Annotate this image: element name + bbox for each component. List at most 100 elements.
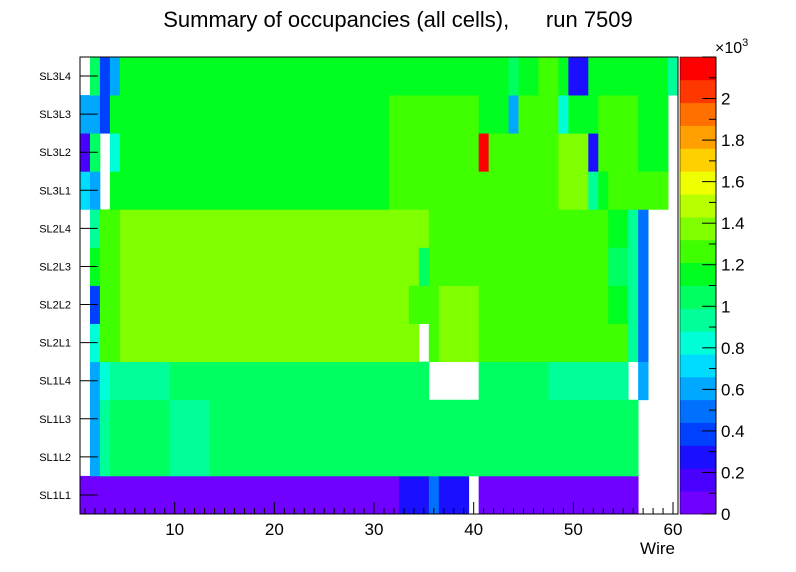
y-tick-label-SL3L3: SL3L3 (39, 109, 71, 121)
plot-border (79, 56, 679, 515)
cell-SL3L4-60-60 (668, 57, 679, 96)
y-tick-label-SL2L3: SL2L3 (39, 261, 71, 273)
z-tick-label-0: 0 (721, 505, 730, 524)
cell-SL2L1-17-24 (239, 323, 320, 363)
palette-band-14 (680, 171, 716, 195)
cell-SL1L2-14-30 (209, 437, 380, 477)
cell-SL2L2-54-55 (608, 285, 629, 324)
cell-SL2L1-54-55 (608, 323, 629, 363)
cell-SL3L2-53-56 (598, 133, 639, 172)
plot-frame (79, 56, 679, 515)
cell-SL3L4-3-3 (99, 57, 111, 96)
palette-band-11 (680, 239, 716, 264)
cell-SL2L3-18-26 (249, 247, 340, 286)
palette-band-3 (680, 422, 716, 446)
cell-SL1L3-10-13 (169, 399, 210, 439)
cell-SL2L2-56-56 (628, 285, 639, 324)
x-tick-label-50: 50 (564, 520, 583, 539)
cell-SL1L4-10-16 (169, 361, 240, 401)
cell-SL2L4-3-4 (99, 209, 121, 248)
palette-band-17 (680, 102, 716, 126)
y-tick-label-SL3L4: SL3L4 (39, 71, 71, 83)
palette-band-18 (680, 79, 716, 104)
cell-SL1L3-31-40 (379, 399, 480, 439)
z-tick-label-1400: 1.4 (721, 214, 745, 233)
cell-SL3L4-45-46 (518, 57, 539, 96)
z-tick-label-400: 0.4 (721, 422, 745, 441)
y-tick-label-SL2L4: SL2L4 (39, 223, 71, 235)
cell-SL3L3-21-31 (279, 95, 390, 134)
palette-band-5 (680, 376, 716, 401)
x-tick-label-60: 60 (664, 520, 683, 539)
cell-SL3L4-47-48 (538, 57, 559, 96)
cell-SL2L2-13-17 (199, 285, 250, 324)
color-palette (679, 56, 717, 515)
cell-SL2L3-35-35 (418, 247, 430, 286)
cell-SL3L1-54-56 (608, 171, 639, 210)
cell-SL2L4-57-57 (638, 209, 649, 248)
cell-SL3L4-11-20 (179, 57, 280, 96)
cell-SL3L3-41-43 (478, 95, 509, 134)
x-tick-label-30: 30 (365, 520, 384, 539)
cell-SL3L2-57-59 (638, 133, 669, 172)
cell-SL1L3-48-56 (548, 399, 639, 439)
cell-SL2L3-27-34 (339, 247, 420, 286)
cell-SL3L3-45-46 (518, 95, 539, 134)
y-tick-label-SL1L2: SL1L2 (39, 452, 71, 464)
cell-SL1L1-36-36 (428, 475, 440, 515)
cell-SL2L1-37-40 (438, 323, 480, 363)
chart-title: Summary of occupancies (all cells), run … (163, 7, 633, 32)
y-tick-label-SL1L3: SL1L3 (39, 414, 71, 426)
cell-SL3L2-52-52 (588, 133, 599, 172)
palette-band-2 (680, 445, 716, 469)
cell-SL1L2-4-9 (109, 437, 171, 477)
cell-SL2L2-3-4 (99, 285, 121, 324)
cell-SL1L2-10-13 (169, 437, 210, 477)
cell-SL1L3-14-30 (209, 399, 380, 439)
cell-SL1L2-41-45 (478, 437, 529, 477)
cell-SL2L3-5-10 (119, 247, 181, 286)
cell-SL1L4-57-57 (638, 361, 649, 401)
palette-band-13 (680, 194, 716, 218)
cell-SL1L4-48-55 (548, 361, 629, 401)
cell-SL3L3-44-44 (508, 95, 519, 134)
y-tick-label-SL1L4: SL1L4 (39, 376, 71, 388)
cell-SL1L3-3-3 (99, 399, 111, 439)
cell-SL2L2-18-26 (249, 285, 340, 324)
cell-SL2L2-41-53 (478, 285, 609, 324)
z-axis-multiplier: ×103 (715, 37, 748, 57)
cell-SL1L4-41-47 (478, 361, 549, 401)
z-tick-label-2000: 2 (721, 90, 730, 109)
cell-SL3L1-11-20 (179, 171, 280, 210)
palette-band-4 (680, 399, 716, 423)
palette-band-16 (680, 125, 716, 149)
palette-band-6 (680, 354, 716, 378)
cell-SL1L2-46-56 (528, 437, 639, 477)
cell-SL2L1-3-4 (99, 323, 121, 363)
cell-SL2L4-36-40 (428, 209, 480, 248)
cell-SL1L1-37-39 (438, 475, 470, 515)
cell-SL3L3-49-49 (558, 95, 569, 134)
cell-SL3L4-32-40 (388, 57, 480, 96)
cell-SL2L4-5-9 (119, 209, 171, 248)
cell-SL2L4-27-35 (339, 209, 430, 248)
cell-SL2L1-5-10 (119, 323, 181, 363)
cell-SL2L2-5-12 (119, 285, 200, 324)
x-tick-label-20: 20 (265, 520, 284, 539)
cell-SL3L4-41-43 (478, 57, 509, 96)
cell-SL2L3-36-40 (428, 247, 480, 286)
cell-SL2L1-11-16 (179, 323, 240, 363)
cell-SL3L3-32-40 (388, 95, 480, 134)
cell-SL2L4-41-53 (478, 209, 609, 248)
cell-SL3L4-52-59 (588, 57, 669, 96)
cell-SL3L4-51-51 (578, 57, 589, 96)
cell-SL2L1-36-36 (428, 323, 440, 363)
cell-SL1L4-3-3 (99, 361, 111, 401)
cell-SL3L2-46-48 (528, 133, 559, 172)
z-tick-label-1600: 1.6 (721, 173, 745, 192)
cell-SL2L3-56-56 (628, 247, 639, 286)
z-tick-label-1000: 1 (721, 297, 730, 316)
y-tick-label-SL3L1: SL3L1 (39, 185, 71, 197)
cell-SL3L2-41-41 (478, 133, 490, 172)
palette-band-12 (680, 216, 716, 241)
